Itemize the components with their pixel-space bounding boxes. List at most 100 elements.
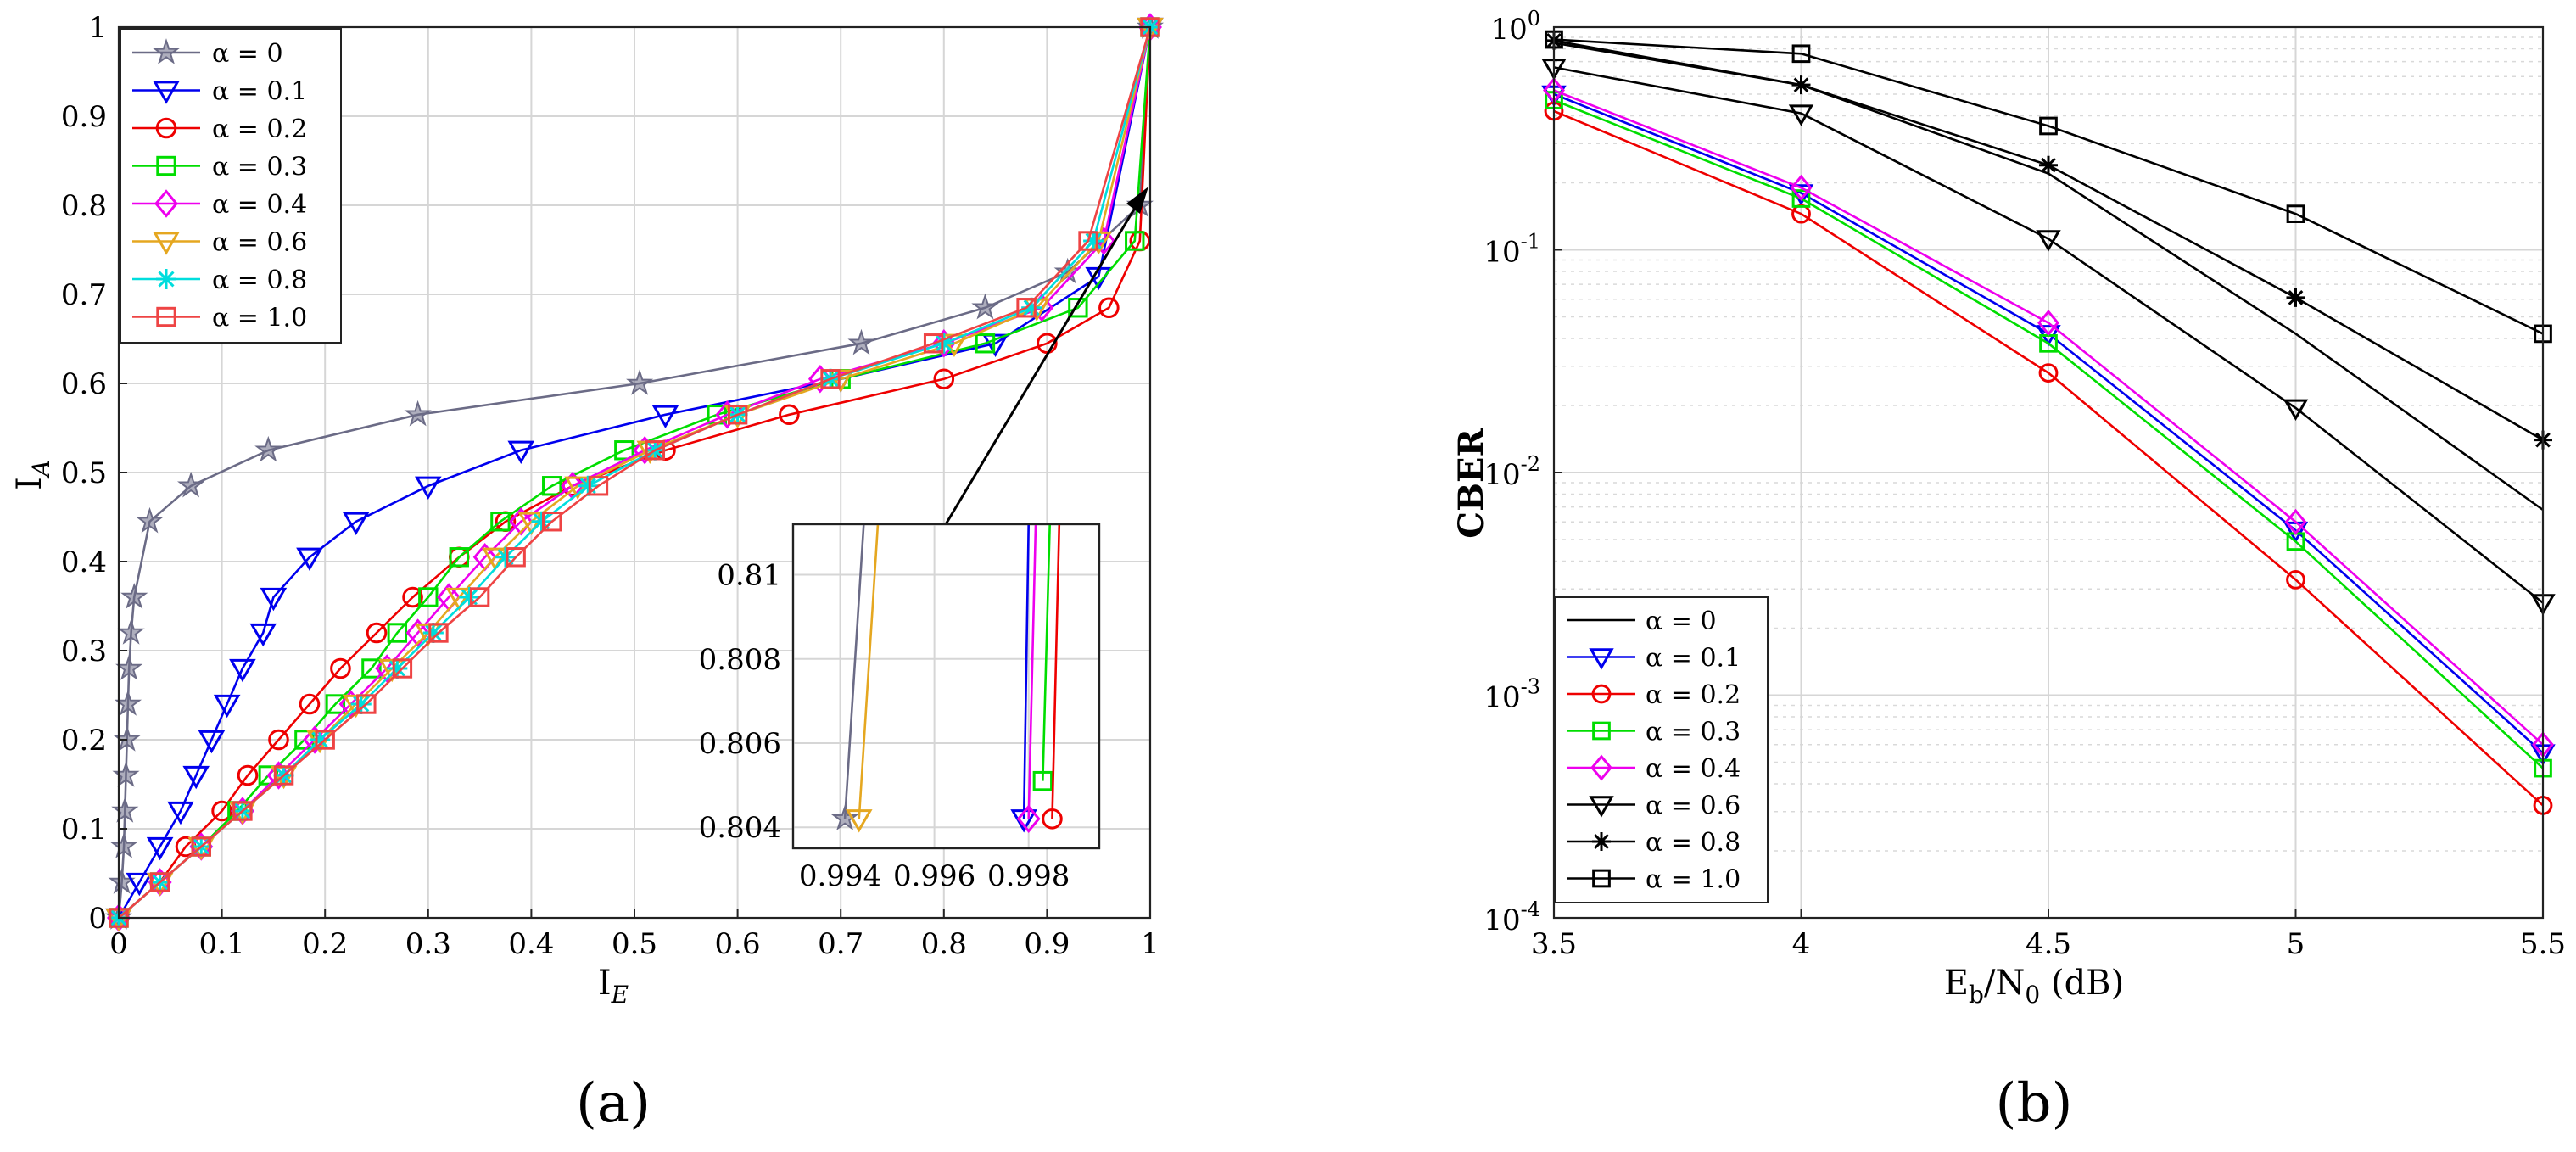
chart-a-point xyxy=(117,618,145,645)
chart-a-point xyxy=(542,512,562,532)
chart-a-series-group xyxy=(104,13,1165,930)
chart-a-point xyxy=(273,765,294,786)
chart-a-point xyxy=(315,730,335,750)
chart-b-point xyxy=(2283,399,2309,421)
chart-a-point xyxy=(299,693,321,715)
chart-b-xtick-label: 5 xyxy=(2287,927,2305,961)
chart-a-ytick-label: 0.8 xyxy=(61,189,107,223)
chart-a-point xyxy=(482,547,509,571)
chart-a-inset-series-group xyxy=(1016,524,1041,834)
chart-b-legend-marker xyxy=(1590,754,1612,781)
chart-a-point xyxy=(645,440,666,461)
chart-a-point xyxy=(325,694,346,714)
chart-a-point xyxy=(542,476,562,496)
chart-a-point xyxy=(268,729,289,751)
chart-a-legend-marker xyxy=(156,306,176,327)
chart-b-legend-label: α = 0.4 xyxy=(1646,754,1741,784)
chart-a-inset-ytick-label: 0.804 xyxy=(699,811,781,845)
chart-a-point xyxy=(727,405,748,425)
chart-a-inset-series xyxy=(831,524,1063,834)
chart-a-point xyxy=(820,369,841,389)
chart-b-point xyxy=(2037,310,2059,337)
chart-b-legend: α = 0 α = 0.1 α = 0.2 α = 0.3 α = 0.4 α = 0.6… xyxy=(1555,596,1769,903)
chart-a-ytick-label: 0.4 xyxy=(61,545,107,579)
chart-b-ytick-label: 10-4 xyxy=(1484,898,1540,937)
chart-a-xtick-label: 1 xyxy=(1141,927,1159,961)
chart-a-point xyxy=(114,690,142,716)
chart-a-point xyxy=(350,694,372,714)
chart-a-point xyxy=(564,476,591,500)
chart-b-point xyxy=(2286,204,2305,223)
chart-b-point xyxy=(2036,230,2061,252)
chart-b-legend-box xyxy=(1555,596,1769,903)
chart-b-legend-label: α = 0 xyxy=(1646,607,1717,636)
chart-a-panel-label: (a) xyxy=(576,1072,651,1135)
chart-a-ytick-label: 0.3 xyxy=(61,635,107,668)
chart-a: 0 0.1 0.2 0.3 0.4 0.5 0.6 0.7 0.8 0.9 1 0 0.1 0.2 0.3 0… xyxy=(10,11,1165,1135)
chart-a-inset-point xyxy=(845,809,873,833)
chart-a-point xyxy=(588,476,609,496)
chart-a-ytick-label: 0.7 xyxy=(61,278,107,312)
chart-a-point xyxy=(149,872,170,892)
chart-b-grid xyxy=(1553,26,2544,919)
chart-a-point xyxy=(112,761,140,787)
chart-b-point xyxy=(1791,189,1811,208)
chart-a-point xyxy=(506,547,526,568)
chart-a-point xyxy=(126,872,154,897)
chart-a-point xyxy=(177,471,205,498)
chart-a-inset-series-group xyxy=(1042,524,1063,830)
chart-a-point xyxy=(531,511,552,532)
chart-b-xtick-label: 4 xyxy=(1792,927,1811,961)
chart-a-point xyxy=(1068,298,1088,318)
chart-a-point xyxy=(198,730,226,754)
chart-b-ytick-label: 100 xyxy=(1490,7,1540,47)
chart-a-point xyxy=(115,654,143,680)
chart-a-legend-box xyxy=(120,28,342,344)
chart-a-xtick-label: 0.7 xyxy=(818,927,863,961)
chart-b-legend-label: α = 0.6 xyxy=(1646,791,1741,821)
chart-a-inset-ytick-label: 0.81 xyxy=(717,559,781,593)
chart-a-legend-label: α = 0 xyxy=(212,39,283,69)
chart-b-series-group xyxy=(1545,30,2552,344)
chart-a-point xyxy=(931,329,956,358)
chart-a-point xyxy=(266,761,291,790)
chart-b-ytick-label: 10-1 xyxy=(1484,230,1540,270)
chart-a-inset-line xyxy=(1022,524,1030,819)
chart-b-xlabel: Eb/N0 (dB) xyxy=(1944,964,2124,1009)
chart-a-inset-series-group xyxy=(845,524,880,833)
chart-a-xtick-label: 0.1 xyxy=(199,927,245,961)
chart-a-legend-marker xyxy=(154,189,178,218)
chart-a-point xyxy=(330,657,351,679)
chart-b-legend-marker xyxy=(1592,832,1611,851)
chart-a-point xyxy=(191,836,211,857)
chart-b-legend-label: α = 0.8 xyxy=(1646,828,1741,858)
chart-a-inset-point xyxy=(1042,808,1063,830)
chart-a-point xyxy=(933,333,954,354)
chart-b-point xyxy=(2286,288,2305,307)
chart-a-inset-line xyxy=(858,524,880,819)
chart-a-inset-line xyxy=(1051,524,1061,819)
chart-a-inset-series-group xyxy=(1032,524,1053,791)
chart-a-point xyxy=(422,623,444,643)
chart-a-inset-xtick-label: 0.994 xyxy=(799,859,881,893)
chart-a-inset-point xyxy=(1032,770,1053,791)
chart-a-ylabel: IA xyxy=(10,460,55,490)
chart-a-point xyxy=(626,369,654,395)
chart-a-point xyxy=(507,440,535,464)
chart-a-point xyxy=(387,623,408,643)
chart-b-legend-marker xyxy=(1589,796,1614,818)
chart-a-point xyxy=(1083,231,1104,251)
chart-a-point xyxy=(182,765,210,790)
chart-a-point xyxy=(303,725,327,754)
chart-a-inset: 0.994 0.996 0.998 0.804 0.806 0.808 0.81 xyxy=(699,187,1148,893)
chart-a-point xyxy=(418,587,439,607)
chart-a-legend-label: α = 0.3 xyxy=(212,153,307,182)
chart-a-inset-line xyxy=(1027,524,1037,819)
chart-b-legend-label: α = 0.2 xyxy=(1646,680,1741,710)
chart-a-point xyxy=(296,547,323,571)
chart-a-point xyxy=(981,333,1009,357)
chart-a-point xyxy=(1053,257,1081,284)
chart-b-point xyxy=(2039,155,2058,175)
